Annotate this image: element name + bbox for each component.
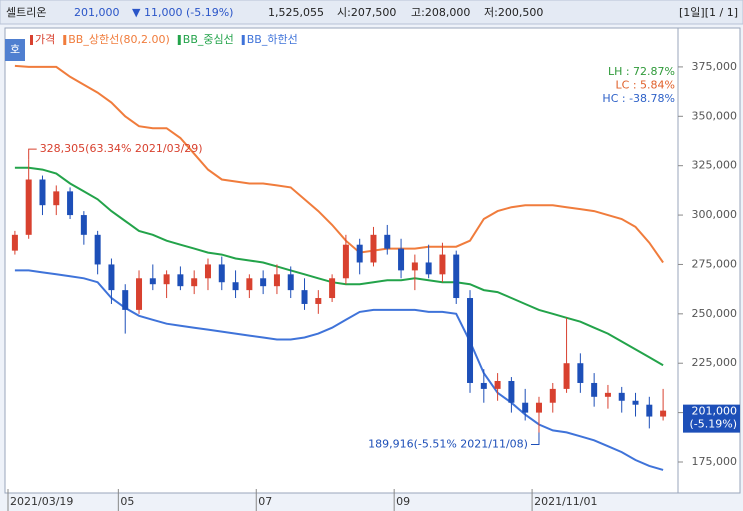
- candle-body: [453, 254, 460, 299]
- stock-name: 셀트리온: [6, 6, 46, 19]
- candle-body: [246, 278, 253, 291]
- x-tick-label: 09: [396, 495, 410, 508]
- stat-line: LC : 5.84%: [616, 79, 675, 92]
- y-tick-label: 225,000: [692, 356, 738, 369]
- candle-body: [549, 388, 556, 403]
- candle-body: [535, 402, 542, 413]
- candle-body: [108, 264, 115, 291]
- x-tick-label: 05: [120, 495, 134, 508]
- volume: 1,525,055: [268, 6, 324, 19]
- candle-body: [218, 264, 225, 283]
- candle-body: [467, 298, 474, 383]
- legend-swatch: [30, 35, 33, 45]
- candle-body: [301, 290, 308, 304]
- candle-body: [480, 382, 487, 389]
- x-tick-label: 2021/03/19: [10, 495, 73, 508]
- x-tick-label: 07: [258, 495, 272, 508]
- candle-body: [67, 191, 74, 216]
- legend-label: BB_중심선: [183, 33, 234, 46]
- page-indicator[interactable]: [1일][1 / 1]: [679, 5, 738, 19]
- band-line: [14, 166, 664, 367]
- legend-swatch: [177, 35, 181, 45]
- candle-body: [122, 290, 129, 310]
- y-tick-label: 275,000: [692, 257, 738, 270]
- legend-label: 가격: [35, 33, 55, 46]
- side-button-label[interactable]: 호: [10, 43, 20, 56]
- candle-body: [577, 363, 584, 383]
- candle-body: [163, 274, 170, 285]
- legend-swatch: [63, 35, 67, 45]
- y-tick-label: 325,000: [692, 159, 738, 172]
- low-leader: [530, 432, 540, 446]
- y-tick-label: 350,000: [692, 109, 738, 122]
- candle-body: [149, 278, 156, 285]
- candle-body: [660, 410, 667, 417]
- open-price: 시:207,500: [337, 6, 396, 19]
- header-bar: [0, 0, 743, 25]
- candle-body: [329, 278, 336, 299]
- last-price: 201,000: [692, 405, 738, 418]
- y-tick-label: 175,000: [692, 455, 738, 468]
- legend-swatch: [241, 35, 245, 45]
- candle-body: [370, 234, 377, 263]
- candle-body: [522, 402, 529, 413]
- candle-body: [604, 392, 611, 397]
- x-tick-label: 2021/11/01: [534, 495, 597, 508]
- candle-body: [94, 234, 101, 265]
- candle-body: [398, 248, 405, 271]
- legend-label: BB_하한선: [247, 32, 298, 46]
- candle-body: [273, 274, 280, 287]
- candle-body: [191, 278, 198, 287]
- last-price-box: [683, 404, 740, 433]
- candle-body: [356, 244, 363, 263]
- band-line: [14, 64, 664, 264]
- change: ▼ 11,000 (-5.19%): [132, 6, 233, 19]
- candle-body: [80, 215, 87, 235]
- candle-body: [11, 234, 18, 251]
- candle-body: [177, 274, 184, 287]
- y-tick-label: 300,000: [692, 208, 738, 221]
- stat-line: LH : 72.87%: [608, 65, 675, 78]
- candle-body: [287, 274, 294, 291]
- candle-body: [384, 234, 391, 249]
- candle-body: [646, 404, 653, 417]
- candle-body: [39, 179, 46, 206]
- plot-area: [4, 27, 679, 494]
- candle-body: [342, 244, 349, 279]
- high-annotation: 328,305(63.34% 2021/03/29): [40, 142, 203, 155]
- candle-body: [563, 363, 570, 389]
- candle-body: [411, 262, 418, 271]
- legend-label: BB_상한선(80,2.00): [68, 33, 170, 46]
- high-leader: [28, 148, 37, 160]
- candle-body: [315, 298, 322, 304]
- candle-body: [204, 264, 211, 279]
- candle-body: [25, 179, 32, 235]
- candle-body: [618, 392, 625, 401]
- candle-body: [53, 191, 60, 206]
- price: 201,000: [74, 6, 120, 19]
- candle-body: [425, 262, 432, 275]
- candle-body: [494, 380, 501, 389]
- y-tick-label: 375,000: [692, 60, 738, 73]
- candle-body: [232, 282, 239, 291]
- candle-body: [591, 382, 598, 397]
- candle-body: [632, 400, 639, 405]
- candle-body: [136, 278, 143, 310]
- y-tick-label: 250,000: [692, 307, 738, 320]
- high-price: 고:208,000: [411, 6, 470, 19]
- candle-body: [508, 380, 515, 403]
- low-annotation: 189,916(-5.51% 2021/11/08): [368, 438, 528, 451]
- candle-body: [439, 254, 446, 275]
- low-price: 저:200,500: [484, 6, 543, 19]
- stat-line: HC : -38.78%: [602, 92, 675, 105]
- last-change: (-5.19%): [690, 418, 738, 431]
- side-button[interactable]: [5, 39, 25, 61]
- candle-body: [260, 278, 267, 287]
